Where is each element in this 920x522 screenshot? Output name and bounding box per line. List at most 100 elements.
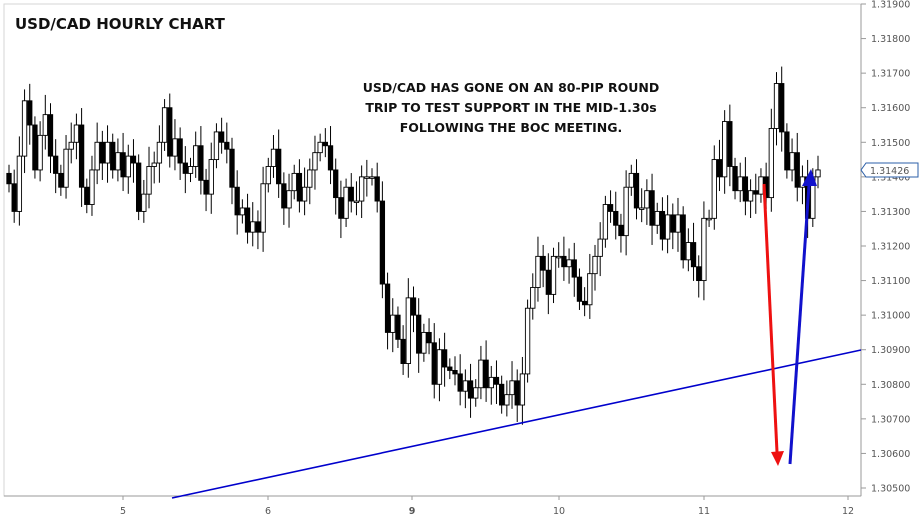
annotation-line-3: FOLLOWING THE BOC MEETING.	[400, 120, 623, 135]
bear-candle	[447, 366, 453, 371]
bull-candle	[768, 128, 774, 199]
last-price-box	[860, 162, 919, 178]
bull-candle	[208, 159, 214, 195]
bull-candle	[747, 190, 754, 202]
bull-candle	[301, 186, 308, 202]
bull-candle	[390, 314, 396, 333]
bull-candle	[73, 124, 80, 143]
bear-candle	[571, 259, 577, 278]
bull-candle	[21, 100, 28, 157]
blue-arrow-head	[802, 169, 817, 186]
bear-candle	[794, 152, 800, 188]
bear-candle	[416, 314, 422, 354]
bull-candle	[16, 155, 23, 212]
last-price-marker: 1.31426	[860, 162, 919, 178]
bear-candle	[696, 266, 702, 282]
bull-candle	[592, 255, 598, 275]
bear-candle	[410, 297, 417, 316]
bear-candle	[198, 145, 204, 181]
bear-candle	[244, 207, 251, 233]
y-tick-label: 1.31000	[871, 311, 910, 322]
bear-candle	[613, 210, 619, 226]
bear-candle	[581, 300, 588, 306]
bull-candle	[250, 221, 256, 233]
bull-candle	[773, 83, 780, 129]
bull-candle	[675, 214, 681, 233]
bull-candle	[156, 141, 163, 164]
bear-candle	[457, 373, 463, 392]
bull-candle	[369, 176, 375, 179]
bear-candle	[452, 370, 458, 375]
bear-candle	[47, 114, 54, 157]
bear-candle	[32, 124, 38, 171]
bull-candle	[260, 183, 266, 233]
bull-candle	[473, 387, 479, 399]
bull-candle	[737, 176, 743, 192]
bull-candle	[146, 166, 152, 195]
x-tick-label: 12	[842, 506, 854, 517]
y-tick-label: 1.30900	[871, 345, 910, 356]
bull-candle	[556, 255, 562, 259]
bull-candle	[125, 155, 131, 178]
bear-candle	[742, 176, 749, 202]
bear-candle	[276, 148, 282, 185]
last-price-label: 1.31426	[870, 166, 909, 177]
bear-candle	[633, 172, 640, 209]
bull-candle	[706, 217, 712, 221]
bull-candle	[239, 207, 246, 216]
y-tick-label: 1.31600	[871, 103, 910, 114]
bear-candle	[120, 152, 126, 178]
y-tick-label: 1.30700	[871, 414, 910, 425]
bull-candle	[291, 172, 297, 192]
bear-candle	[167, 107, 173, 157]
bull-candle	[312, 152, 318, 171]
bear-candle	[135, 162, 142, 212]
bear-candle	[218, 131, 225, 143]
bull-candle	[270, 148, 277, 167]
price-axis: 1.30500 1.30600 1.30700 1.30800 1.30900 1.310…	[861, 0, 910, 495]
bear-candle	[753, 190, 759, 195]
y-tick-label: 1.31900	[871, 0, 910, 11]
bear-candle	[493, 376, 500, 385]
bull-candle	[654, 210, 660, 226]
bear-candle	[99, 141, 105, 164]
bear-candle	[255, 221, 261, 233]
blue-arrow-shaft	[788, 184, 811, 465]
bear-candle	[690, 242, 697, 268]
bear-candle	[716, 159, 723, 178]
bull-candle	[711, 159, 717, 219]
bull-candle	[639, 207, 645, 210]
x-tick-label: 11	[698, 506, 710, 517]
bear-candle	[6, 172, 12, 185]
bull-candle	[488, 376, 494, 389]
bull-candle	[436, 349, 443, 385]
bull-candle	[758, 176, 764, 195]
bull-candle	[151, 162, 157, 167]
bull-candle	[524, 307, 531, 375]
y-tick-label: 1.31800	[871, 34, 910, 45]
bear-candle	[177, 138, 183, 164]
bear-candle	[224, 141, 230, 150]
bear-candle	[545, 269, 551, 295]
bull-candle	[172, 138, 178, 157]
bull-candle	[141, 193, 147, 212]
bear-candle	[296, 172, 303, 202]
bull-candle	[104, 141, 111, 164]
bull-candle	[187, 166, 194, 174]
y-tick-label: 1.30600	[871, 449, 910, 460]
bear-candle	[281, 183, 287, 209]
bull-candle	[94, 141, 100, 171]
y-tick-label: 1.31200	[871, 242, 910, 253]
bull-candle	[68, 141, 74, 150]
annotation-arrows	[762, 169, 817, 466]
bull-candle	[115, 152, 121, 171]
bear-candle	[338, 197, 344, 219]
bear-candle	[784, 131, 790, 171]
bull-candle	[815, 169, 821, 178]
bull-candle	[42, 114, 48, 136]
bear-candle	[379, 200, 386, 285]
bear-candle	[680, 214, 686, 261]
bear-candle	[84, 186, 90, 205]
y-tick-label: 1.31300	[871, 207, 910, 218]
